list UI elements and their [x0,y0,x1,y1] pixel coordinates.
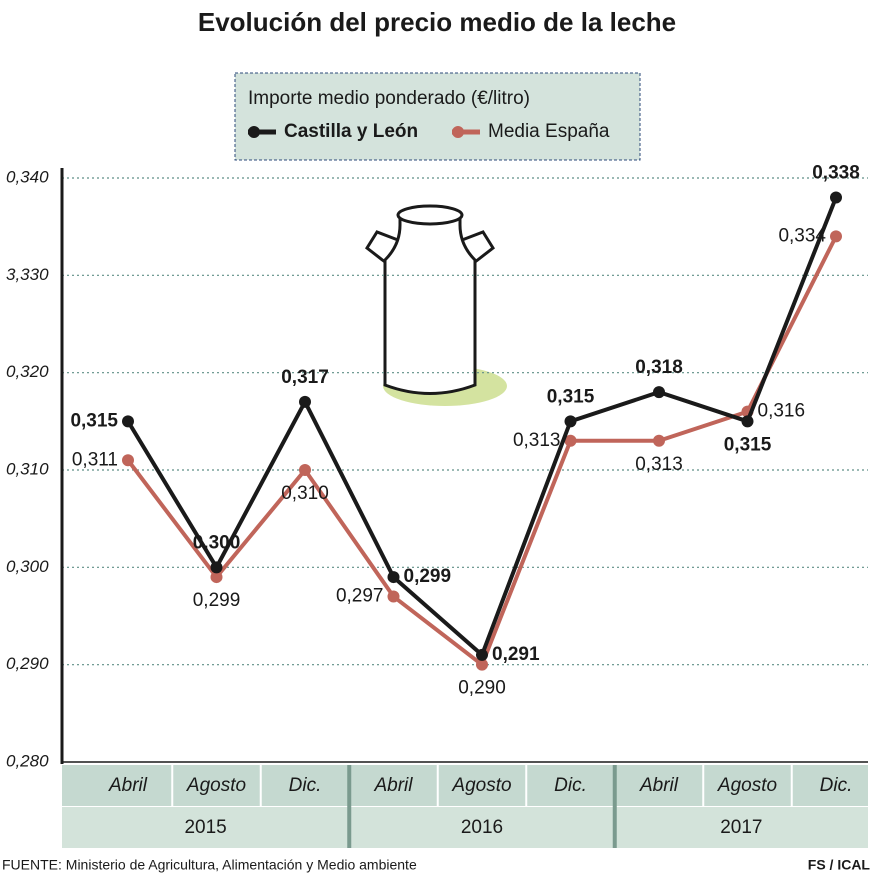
category-row [62,765,868,806]
data-point [653,434,665,447]
year-row [62,807,868,848]
credit: FS / ICAL [808,857,871,873]
data-point [564,434,577,447]
data-label: 0,300 [193,532,241,553]
data-point [830,230,842,243]
data-label: 0,318 [635,357,683,378]
data-label: 0,334 [778,225,826,246]
year-label: 2016 [461,817,503,838]
data-point [299,395,311,408]
data-label: 0,290 [458,678,506,699]
x-tick-label: Dic. [289,775,322,796]
data-point [122,415,134,428]
data-point [476,648,488,661]
data-point [741,415,754,428]
data-point [210,571,223,584]
data-point [476,658,488,671]
data-label: 0,315 [70,410,118,431]
data-point [387,571,400,584]
data-label: 0,299 [404,566,452,587]
y-tick-label: 0,320 [6,362,49,381]
legend-label: Media España [488,121,610,142]
data-point [122,454,134,467]
y-tick-label: 0,340 [6,167,49,186]
x-tick-label: Abril [108,775,148,796]
legend-box [234,72,641,161]
x-tick-label: Abril [373,775,413,796]
year-label: 2017 [720,817,762,838]
source: FUENTE: Ministerio de Agricultura, Alime… [2,857,417,873]
data-label: 0,317 [281,367,329,388]
data-label: 0,313 [513,430,561,451]
data-label: 0,311 [72,449,118,470]
y-tick-label: 3,330 [6,265,49,284]
data-label: 0,297 [336,586,384,607]
x-tick-label: Agosto [451,775,511,796]
data-point [299,464,311,476]
x-tick-label: Agosto [717,775,777,796]
data-label: 0,338 [812,162,860,183]
legend-marker [248,126,260,138]
y-tick-label: 0,310 [6,459,49,478]
legend-label: Castilla y León [284,121,418,142]
data-label: 0,310 [281,483,329,504]
chart-title: Evolución del precio medio de la leche [198,7,676,37]
series-line [126,196,838,659]
data-point [564,415,577,428]
data-label: 0,313 [635,454,683,475]
data-point [387,590,400,603]
data-label: 0,299 [193,590,241,611]
data-point [830,191,842,204]
data-label: 0,291 [492,644,540,665]
data-label: 0,315 [547,386,595,407]
x-tick-label: Abril [639,775,679,796]
x-tick-label: Dic. [554,775,587,796]
legend-title: Importe medio ponderado (€/litro) [248,88,530,109]
y-tick-label: 0,300 [6,557,49,576]
year-label: 2015 [184,817,226,838]
data-point [653,386,665,399]
y-tick-label: 0,290 [6,654,49,673]
y-tick-label: 0,280 [6,751,49,770]
data-label: 0,315 [724,434,772,455]
x-tick-label: Agosto [186,775,246,796]
milk-can [365,204,507,406]
data-label: 0,316 [758,401,806,422]
data-point [210,561,223,574]
legend-marker [452,126,464,138]
x-tick-label: Dic. [820,775,853,796]
